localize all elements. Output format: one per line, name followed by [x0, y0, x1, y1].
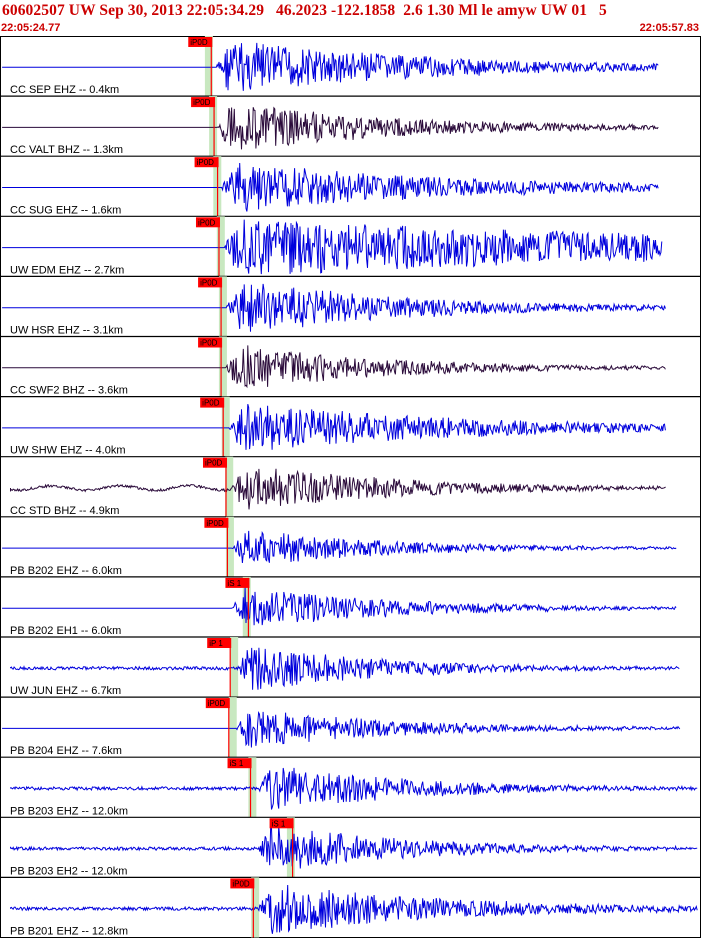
- station-label: UW JUN EHZ -- 6.7km: [10, 685, 121, 697]
- trace-row: iP0D PB B204 EHZ -- 7.6km: [0, 696, 701, 758]
- waveform: [2, 106, 659, 150]
- waveform: [10, 468, 666, 510]
- station-label: PB B201 EHZ -- 12.8km: [10, 926, 128, 938]
- seismogram-header: 60602507 UW Sep 30, 2013 22:05:34.29 46.…: [0, 0, 701, 36]
- pick-window: [218, 276, 227, 337]
- window-end-time: 22:05:57.83: [639, 22, 699, 34]
- phase-pick-label: iS 1: [230, 759, 244, 768]
- phase-pick-label: iP 1: [209, 639, 223, 648]
- phase-pick-marker[interactable]: [198, 277, 223, 288]
- trace-row: iS 1 PB B202 EH1 -- 6.0km: [0, 576, 701, 637]
- trace-row: iP0D CC SEP EHZ -- 0.4km: [2, 36, 659, 97]
- phase-pick-marker[interactable]: [194, 157, 219, 168]
- station-label: CC VALT BHZ -- 1.3km: [10, 144, 123, 156]
- phase-pick-marker[interactable]: [188, 37, 213, 47]
- phase-pick-marker[interactable]: [269, 818, 294, 829]
- pick-window: [209, 96, 218, 157]
- trace-row: iP0D UW EDM EHZ -- 2.7km: [0, 215, 701, 277]
- station-label: CC STD BHZ -- 4.9km: [10, 505, 119, 517]
- pick-window: [218, 336, 227, 397]
- trace-row: iP0D CC SWF2 BHZ -- 3.6km: [0, 335, 701, 397]
- waveform: [10, 767, 698, 810]
- trace-row: iP 1 UW JUN EHZ -- 6.7km: [0, 636, 701, 698]
- phase-pick-label: iP0D: [208, 699, 226, 708]
- phase-pick-label: iP0D: [193, 98, 211, 107]
- phase-pick-label: iP0D: [200, 339, 218, 348]
- seismogram-traces-panel: iP0D CC SEP EHZ -- 0.4km iP0D CC VALT BHZ -…: [0, 36, 701, 938]
- phase-pick-label: iP0D: [232, 879, 250, 888]
- waveform: [2, 403, 666, 450]
- phase-pick-label: iP0D: [205, 459, 223, 468]
- trace-row: iP0D CC SUG EHZ -- 1.6km: [0, 155, 701, 217]
- waveform: [2, 586, 677, 626]
- phase-pick-marker[interactable]: [195, 217, 220, 228]
- waveform: [2, 162, 659, 212]
- pick-window: [221, 396, 230, 457]
- phase-pick-label: iP0D: [190, 38, 208, 47]
- trace-row: iP0D UW SHW EHZ -- 4.0km: [0, 396, 701, 457]
- waveform: [10, 647, 680, 690]
- trace-row: iP0D CC VALT BHZ -- 1.3km: [0, 95, 701, 157]
- pick-window: [204, 36, 213, 97]
- waveform: [2, 530, 677, 564]
- phase-pick-marker[interactable]: [204, 517, 229, 528]
- trace-row: iP0D PB B201 EHZ -- 12.8km: [0, 876, 701, 938]
- phase-pick-marker[interactable]: [227, 758, 252, 769]
- phase-pick-marker[interactable]: [200, 397, 225, 408]
- waveform: [2, 42, 659, 91]
- trace-row: iP0D CC STD BHZ -- 4.9km: [0, 456, 701, 517]
- station-label: CC SWF2 BHZ -- 3.6km: [10, 385, 128, 397]
- phase-pick-label: iS 1: [227, 579, 241, 588]
- phase-pick-label: iP0D: [198, 218, 216, 227]
- phase-pick-marker[interactable]: [207, 638, 232, 648]
- window-start-time: 22:05:24.77: [1, 22, 61, 34]
- station-label: CC SEP EHZ -- 0.4km: [10, 84, 119, 96]
- phase-pick-marker[interactable]: [198, 337, 223, 348]
- pick-window: [248, 757, 257, 818]
- station-label: CC SUG EHZ -- 1.6km: [10, 204, 121, 216]
- station-label: PB B203 EHZ -- 12.0km: [10, 805, 128, 817]
- trace-row: iS 1 PB B203 EH2 -- 12.0km: [0, 816, 701, 878]
- station-label: PB B202 EHZ -- 6.0km: [10, 565, 122, 577]
- phase-pick-label: iP0D: [202, 399, 220, 408]
- trace-row: iS 1 PB B203 EHZ -- 12.0km: [0, 756, 701, 818]
- trace-row: iP0D UW HSR EHZ -- 3.1km: [0, 275, 701, 337]
- waveform: [10, 825, 698, 869]
- waveform: [2, 219, 663, 275]
- phase-pick-marker[interactable]: [225, 577, 250, 588]
- phase-pick-marker[interactable]: [202, 457, 227, 468]
- event-title: 60602507 UW Sep 30, 2013 22:05:34.29 46.…: [2, 2, 607, 19]
- phase-pick-label: iP0D: [197, 158, 215, 167]
- phase-pick-marker[interactable]: [230, 878, 255, 889]
- station-label: PB B203 EH2 -- 12.0km: [10, 865, 127, 877]
- pick-window: [225, 516, 234, 577]
- station-label: UW EDM EHZ -- 2.7km: [10, 264, 124, 276]
- station-label: UW HSR EHZ -- 3.1km: [10, 325, 123, 337]
- phase-pick-label: iS 1: [272, 819, 286, 828]
- phase-pick-marker[interactable]: [205, 698, 230, 709]
- waveform: [2, 710, 681, 748]
- waveform: [2, 283, 666, 332]
- station-label: PB B202 EH1 -- 6.0km: [10, 625, 121, 637]
- pick-window: [216, 216, 225, 277]
- phase-pick-label: iP0D: [200, 278, 218, 287]
- station-label: PB B204 EHZ -- 7.6km: [10, 745, 122, 757]
- phase-pick-label: iP0D: [206, 519, 224, 528]
- pick-window: [228, 697, 237, 758]
- waveform: [2, 345, 666, 389]
- station-label: UW SHW EHZ -- 4.0km: [10, 445, 126, 457]
- pick-window: [225, 456, 234, 517]
- phase-pick-marker[interactable]: [191, 97, 216, 108]
- trace-row: iP0D PB B202 EHZ -- 6.0km: [0, 516, 701, 577]
- waveform: [10, 884, 698, 934]
